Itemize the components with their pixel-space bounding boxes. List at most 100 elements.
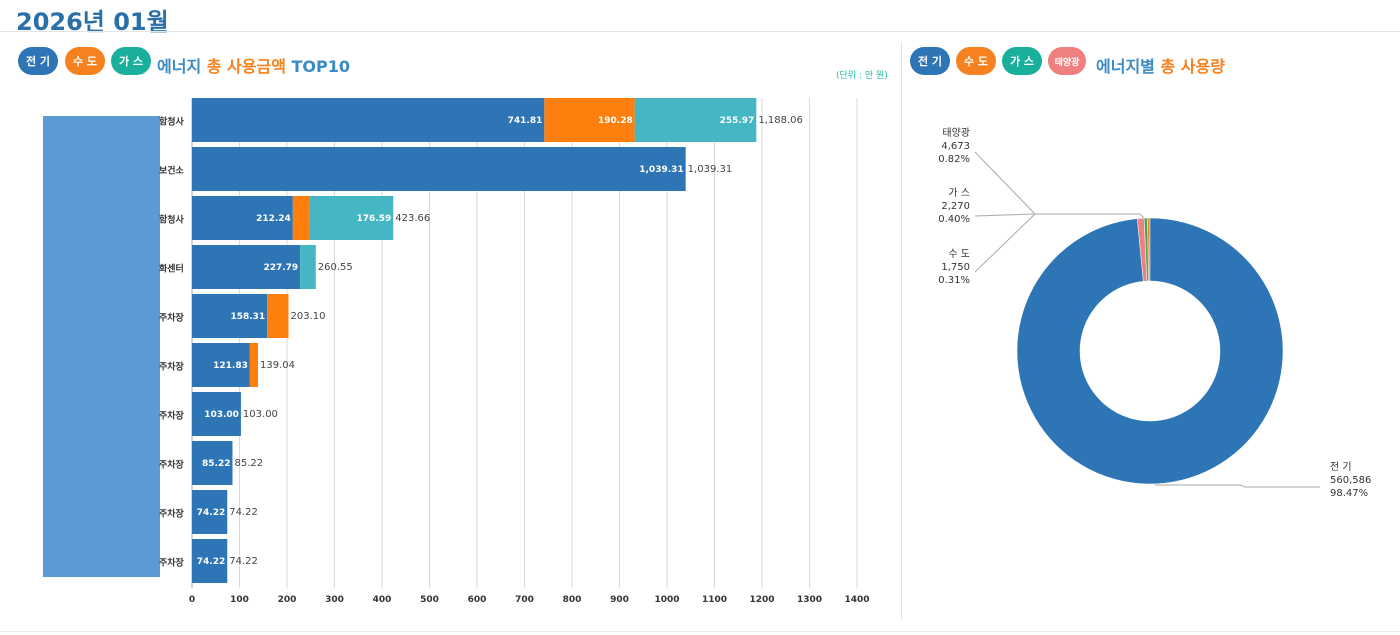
leader-line [974,151,1036,215]
x-tick-label: 800 [563,595,582,605]
category-label: 주차장 [159,508,185,520]
segment-value-label: 741.81 [508,116,543,126]
bar-segment [249,343,259,387]
bar-segment [192,343,250,387]
x-tick-label: 400 [373,595,392,605]
donut-slice [1147,217,1151,282]
x-tick-label: 600 [468,595,487,605]
legend-badge-label: 태양광 [1054,57,1080,68]
bar-segment [192,147,686,191]
bar-segment [544,98,635,142]
category-label: 주차장 [159,459,185,471]
total-value-label: 85.22 [234,458,263,469]
segment-value-label: 212.24 [256,214,291,224]
x-tick-label: 0 [189,595,195,605]
category-label: 주차장 [159,557,185,569]
category-label: 화센터 [159,263,184,275]
segment-value-label: 85.22 [202,459,230,469]
slice-label-name: 태양광 [942,127,970,139]
bar-segment [192,245,301,289]
donut-slice [1016,217,1284,485]
segment-value-label: 121.83 [213,361,248,371]
bar-segment [192,196,293,240]
segment-value-label: 74.22 [197,508,225,518]
segment-value-label: 190.28 [598,116,633,126]
leader-line [974,213,1036,217]
bar-segment [267,294,289,338]
bar-segment [309,196,394,240]
segment-value-label: 103.00 [204,410,239,420]
x-tick-label: 1000 [654,595,679,605]
leader-line [974,213,1036,273]
total-value-label: 1,039.31 [688,164,733,175]
legend-badge-electricity[interactable]: 전 기 [910,47,950,75]
slice-label-percent: 0.31% [938,275,970,286]
title-divider [0,31,1400,32]
bar-segment [192,294,268,338]
legend-badge-label: 전 기 [25,55,51,68]
side-band [43,116,160,577]
legend-badge-label: 전 기 [917,55,943,68]
bar-segment [192,539,228,583]
segment-value-label: 255.97 [720,116,755,126]
leader-line [1035,213,1145,219]
bottom-divider [0,631,1400,632]
segment-value-label: 158.31 [230,312,265,322]
category-label: 주차장 [159,312,185,324]
x-tick-label: 200 [278,595,297,605]
slice-label-value: 4,673 [941,141,970,152]
x-tick-label: 1200 [749,595,774,605]
legend-badge-label: 가 스 [1009,55,1035,68]
bar-chart: 0 100 200 300 400 500 600 700 800 900 1000 1100 1200… [159,98,870,605]
x-tick-label: 100 [230,595,249,605]
bar-segment [634,98,757,142]
slice-label-name: 가 스 [948,187,970,199]
legend-badge-electricity[interactable]: 전 기 [18,47,58,75]
bar-segment [192,392,241,436]
slice-label-name: 수 도 [948,248,970,260]
unit-label: (단위 : 만 원) [836,71,888,81]
category-label: 보건소 [159,165,185,177]
title-prefix: 에너지 [157,57,202,76]
segment-value-label: 74.22 [197,557,225,567]
slice-label-value: 1,750 [941,262,970,273]
legend-badge-gas[interactable]: 가 스 [1002,47,1042,75]
category-label: 주차장 [159,410,185,422]
total-value-label: 103.00 [243,409,278,420]
panel-divider [901,42,902,620]
slice-label-percent: 98.47% [1330,488,1368,499]
legend-badge-water[interactable]: 수 도 [65,47,105,75]
category-label: 함청사 [159,214,185,226]
title-highlight: 총 사용량 [1160,57,1225,76]
x-tick-label: 500 [420,595,439,605]
total-value-label: 423.66 [395,213,430,224]
legend-badge-label: 수 도 [72,55,98,68]
slice-label-percent: 0.82% [938,154,970,165]
title-highlight: 총 사용금액 [206,57,286,76]
x-tick-label: 1100 [702,595,727,605]
title-suffix: TOP10 [291,57,351,76]
right-panel-title: 에너지별 총 사용량 [1096,53,1225,77]
bar-segment [292,196,310,240]
legend-badge-solar[interactable]: 태양광 [1048,47,1086,75]
donut-slice [1143,217,1149,282]
title-prefix: 에너지별 [1096,57,1155,76]
bar-segment [300,245,316,289]
bar-segment [192,98,545,142]
slice-label-value: 560,586 [1330,475,1371,486]
x-tick-label: 700 [515,595,534,605]
category-label: 주차장 [159,361,185,373]
total-value-label: 74.22 [229,556,258,567]
segment-value-label: 176.59 [357,214,392,224]
legend-badge-water[interactable]: 수 도 [956,47,996,75]
x-tick-label: 900 [610,595,629,605]
x-tick-label: 1400 [844,595,869,605]
donut-slice [1136,217,1148,282]
segment-value-label: 1,039.31 [639,165,683,175]
legend-badge-gas[interactable]: 가 스 [111,47,151,75]
legend-badge-label: 가 스 [118,55,144,68]
total-value-label: 139.04 [260,360,295,371]
leader-line [1155,484,1320,488]
x-tick-label: 1300 [797,595,822,605]
bar-segment [192,490,228,534]
